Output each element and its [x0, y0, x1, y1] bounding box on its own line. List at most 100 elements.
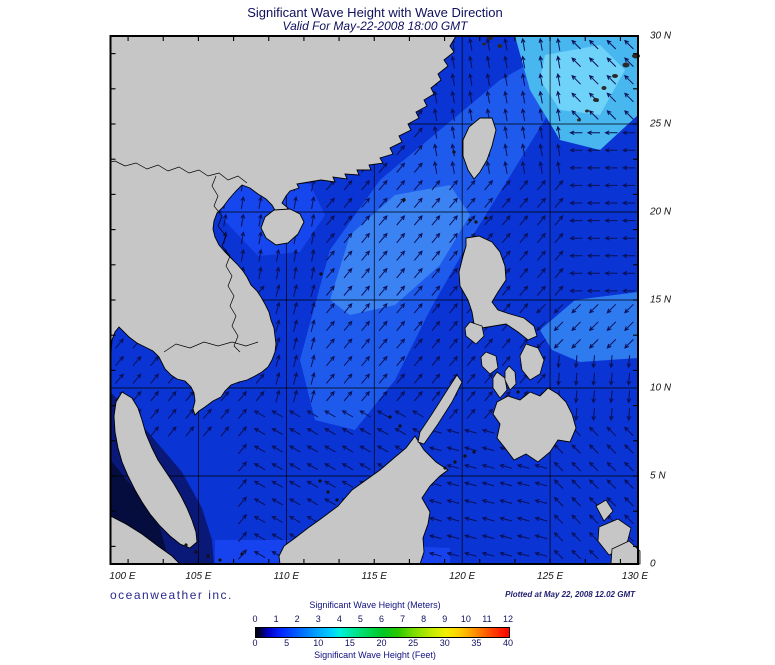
wave-arrow	[394, 428, 407, 436]
wave-arrow	[306, 445, 319, 453]
wave-arrow	[624, 321, 634, 332]
wave-arrow	[624, 339, 634, 349]
wave-arrow	[258, 248, 263, 262]
wave-arrow	[606, 303, 617, 314]
wave-arrow	[588, 496, 599, 507]
wave-arrow	[501, 215, 511, 226]
wave-arrow	[591, 407, 597, 422]
wave-arrow	[343, 373, 353, 384]
wave-arrow	[253, 533, 266, 541]
wave-arrow	[275, 371, 281, 385]
wave-arrow	[378, 338, 388, 349]
wave-arrow	[378, 355, 388, 367]
wave-arrow	[571, 74, 581, 85]
wave-arrow	[499, 481, 513, 487]
lat-axis-label: 30 N	[650, 30, 672, 42]
wave-arrow	[240, 231, 246, 245]
wave-arrow	[537, 285, 546, 296]
wave-arrow	[538, 143, 544, 157]
island-dot	[453, 460, 457, 464]
wave-arrow	[626, 372, 632, 386]
legend-feet-tick: 20	[376, 638, 387, 648]
lat-axis-label: 5 N	[650, 470, 666, 482]
wave-arrow	[621, 200, 636, 206]
wave-arrow	[553, 549, 564, 560]
legend-feet-tick: 0	[252, 638, 258, 648]
wave-arrow	[571, 39, 581, 50]
wave-arrow	[538, 90, 544, 104]
wave-arrow	[258, 195, 263, 209]
wave-arrow	[569, 218, 583, 223]
wave-arrow	[591, 372, 597, 386]
wave-arrow	[520, 143, 526, 157]
wave-arrow	[115, 338, 124, 349]
wave-arrow	[310, 371, 316, 385]
wave-arrow	[484, 408, 494, 419]
lat-axis-label: 20 N	[650, 206, 672, 218]
wave-arrow	[238, 426, 247, 437]
wave-arrow	[588, 426, 599, 437]
wave-arrow	[240, 248, 246, 262]
wave-arrow	[341, 463, 354, 471]
wave-arrow	[586, 253, 600, 259]
wave-arrow	[554, 267, 564, 279]
wave-arrow	[621, 147, 636, 153]
wave-arrow	[499, 516, 513, 522]
wave-arrow	[588, 39, 599, 50]
wave-arrow	[481, 516, 495, 522]
wave-arrow	[586, 235, 600, 241]
wave-arrow	[446, 551, 460, 557]
wave-arrow	[464, 516, 477, 522]
wave-arrow	[516, 463, 530, 469]
wave-arrow	[609, 372, 614, 386]
wave-arrow	[167, 426, 177, 437]
wave-arrow	[361, 197, 371, 208]
wave-arrow	[626, 355, 632, 369]
wave-arrow	[484, 179, 494, 191]
wave-arrow	[481, 534, 495, 540]
wave-arrow	[293, 195, 298, 209]
wave-arrow	[326, 373, 335, 384]
wave-arrow	[293, 248, 298, 262]
wave-arrow	[433, 160, 438, 174]
wave-arrow	[588, 531, 599, 542]
wave-arrow	[503, 143, 508, 157]
wave-arrow	[466, 408, 476, 419]
wave-arrow	[255, 373, 265, 384]
legend-feet-tick: 5	[284, 638, 290, 648]
land-samar	[519, 343, 545, 381]
wave-arrow	[343, 390, 353, 402]
wave-arrow	[624, 426, 634, 437]
island-speck	[612, 74, 618, 78]
wave-arrow	[606, 444, 617, 454]
wave-arrow	[588, 57, 599, 67]
wave-arrow	[573, 355, 579, 369]
wave-arrow	[326, 355, 335, 367]
legend-feet-title: Significant Wave Height (Feet)	[314, 650, 436, 660]
wave-arrow	[220, 390, 230, 402]
wave-arrow	[588, 74, 599, 85]
wave-arrow	[376, 410, 389, 418]
wave-arrow	[150, 390, 160, 402]
wave-arrow	[499, 463, 513, 469]
wave-arrow	[115, 373, 124, 384]
wave-arrow	[310, 266, 316, 280]
wave-arrow	[413, 355, 423, 367]
lon-axis-label: 130 E	[621, 571, 649, 582]
wave-arrow	[343, 232, 353, 244]
wave-arrow	[293, 266, 298, 280]
wave-arrow	[554, 197, 564, 208]
lon-axis-label: 120 E	[449, 571, 476, 582]
wave-arrow	[573, 390, 579, 404]
lat-axis-label: 25 N	[650, 118, 672, 130]
wave-arrow	[556, 160, 561, 174]
wave-arrow	[293, 371, 298, 385]
wave-arrow	[588, 461, 599, 472]
wave-arrow	[446, 481, 460, 487]
wave-arrow	[468, 55, 473, 69]
wave-arrow	[450, 125, 456, 139]
wave-arrow	[621, 130, 636, 135]
wave-arrow	[586, 200, 600, 206]
wave-arrow	[396, 162, 406, 173]
wave-arrow	[499, 534, 513, 540]
